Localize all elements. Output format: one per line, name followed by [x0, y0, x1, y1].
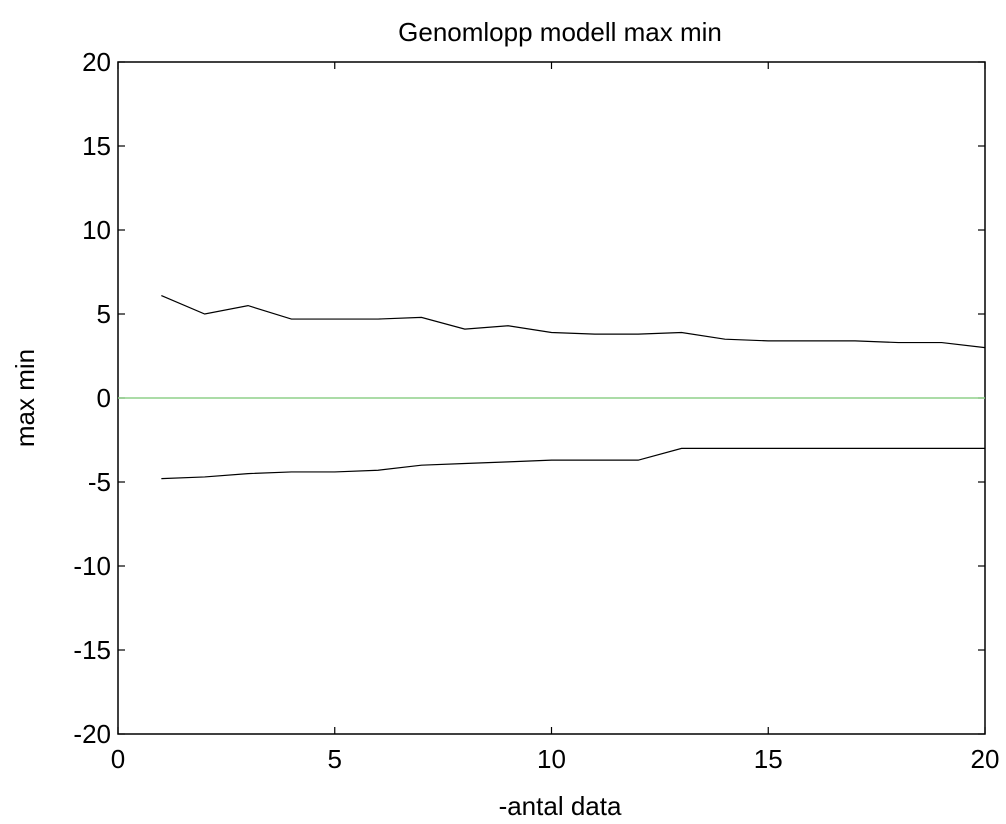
- y-tick-label: 0: [97, 383, 111, 413]
- y-tick-label: 15: [82, 131, 111, 161]
- x-tick-label: 0: [111, 744, 125, 774]
- x-tick-label: 10: [537, 744, 566, 774]
- y-tick-label: 10: [82, 215, 111, 245]
- y-axis-label: max min: [10, 349, 40, 447]
- y-tick-label: -10: [73, 551, 111, 581]
- y-tick-label: -15: [73, 635, 111, 665]
- series-layer: [118, 294, 986, 480]
- x-axis: 0 5 10 15 20: [111, 62, 1000, 774]
- y-axis: 20 15 10 5 0 -5 -10 -15 -20: [73, 47, 985, 749]
- y-tick-label: 5: [97, 299, 111, 329]
- series-line-2: [161, 447, 985, 480]
- y-tick-label: -20: [73, 719, 111, 749]
- series-line-1: [161, 294, 986, 349]
- x-tick-label: 15: [754, 744, 783, 774]
- y-tick-label: 20: [82, 47, 111, 77]
- x-axis-label: -antal data: [499, 791, 622, 821]
- y-tick-label: -5: [88, 467, 111, 497]
- chart-title: Genomlopp modell max min: [398, 17, 722, 47]
- x-tick-label: 5: [328, 744, 342, 774]
- x-tick-label: 20: [971, 744, 1000, 774]
